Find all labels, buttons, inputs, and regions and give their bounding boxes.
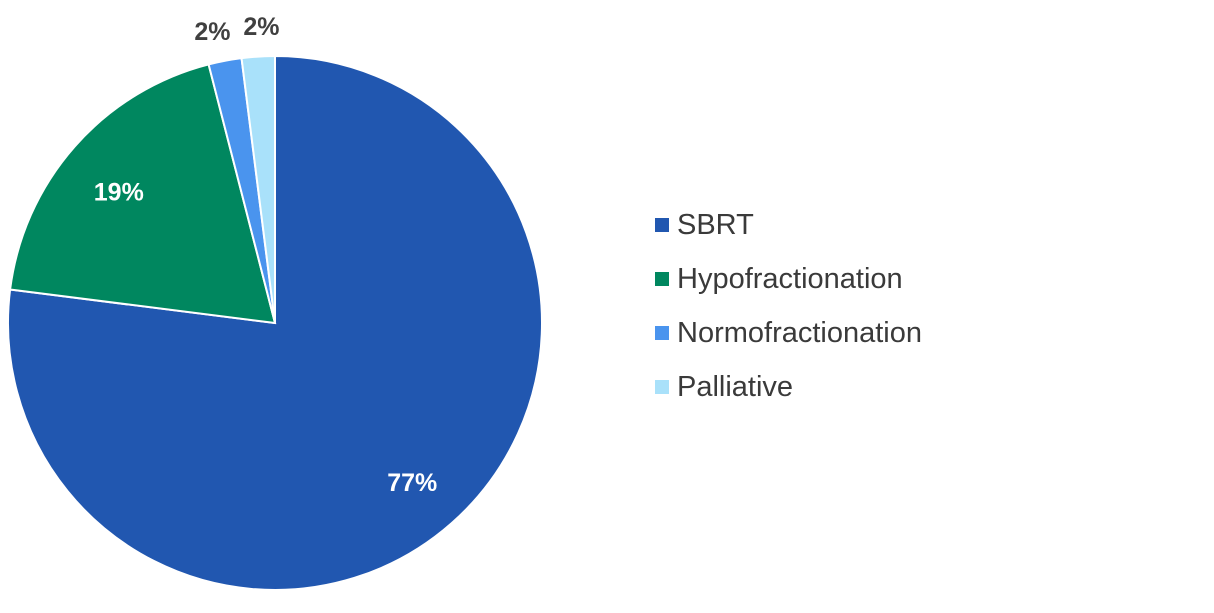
legend-swatch (655, 326, 669, 340)
legend-label: Hypofractionation (677, 263, 903, 295)
legend-swatch (655, 272, 669, 286)
pie-slice-palliative (240, 54, 276, 324)
legend: SBRT Hypofractionation Normofractionation P… (655, 209, 922, 403)
legend-label: Normofractionation (677, 317, 922, 349)
legend-label: SBRT (677, 209, 754, 241)
legend-swatch (655, 218, 669, 232)
legend-swatch (655, 380, 669, 394)
pie-slice-hypofractionation (8, 63, 277, 325)
slice-label-normofractionation: 2% (194, 18, 230, 46)
pie-labels: 77% 19% 2% 2% (94, 13, 438, 497)
slice-label-sbrt: 77% (387, 469, 437, 497)
legend-label: Palliative (677, 371, 793, 403)
legend-item-normofractionation: Normofractionation (655, 317, 922, 349)
slice-label-hypofractionation: 19% (94, 178, 144, 206)
pie-slices (7, 54, 543, 591)
legend-item-hypofractionation: Hypofractionation (655, 263, 903, 295)
slice-label-palliative: 2% (243, 13, 279, 41)
legend-item-sbrt: SBRT (655, 209, 754, 241)
legend-item-palliative: Palliative (655, 371, 793, 403)
